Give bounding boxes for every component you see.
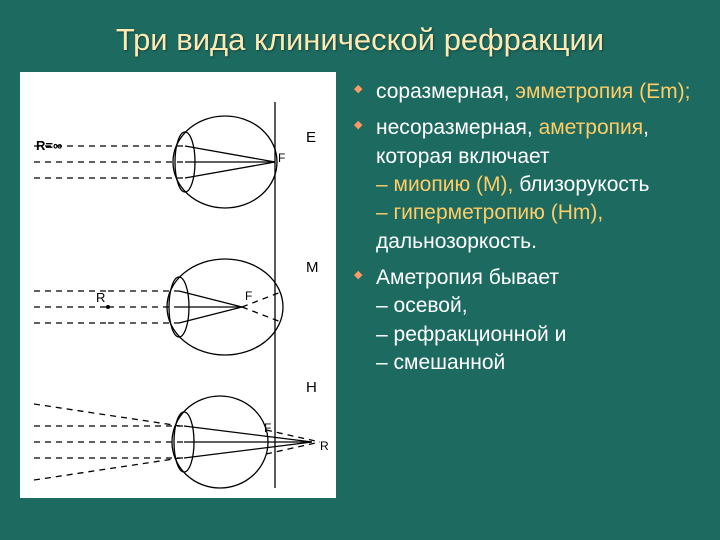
bullet-list-container: соразмерная, эмметропия (Em); несоразмерн…	[354, 72, 700, 520]
slide: Три вида клинической рефракции R=∞EFMRFH…	[0, 0, 720, 540]
content-row: R=∞EFMRFHFR соразмерная, эмметропия (Em)…	[20, 72, 700, 520]
accent-text: эмметропия (Em);	[515, 80, 690, 103]
body-text: – рефракционной и	[376, 323, 566, 346]
body-text: дальнозоркость.	[376, 230, 537, 253]
body-text: близорукость	[513, 173, 649, 196]
svg-text:E: E	[306, 129, 316, 146]
svg-text:F: F	[278, 151, 285, 165]
bullet-item: несоразмерная, аметропия, которая включа…	[354, 114, 700, 256]
refraction-diagram: R=∞EFMRFHFR	[20, 72, 336, 498]
svg-text:H: H	[306, 379, 317, 396]
bullet-subline: – рефракционной и	[376, 321, 700, 349]
svg-text:M: M	[306, 259, 319, 276]
body-text: соразмерная,	[376, 80, 515, 103]
svg-text:F: F	[264, 421, 271, 435]
svg-text:F: F	[245, 289, 252, 303]
bullet-item: Аметропия бывает – осевой, – рефракционной…	[354, 264, 700, 377]
body-text: Аметропия бывает	[376, 266, 559, 289]
bullet-list: соразмерная, эмметропия (Em); несоразмерн…	[354, 78, 700, 377]
accent-text: – гиперметропию (Hm),	[376, 201, 603, 224]
refraction-diagram-svg: R=∞EFMRFHFR	[20, 72, 336, 498]
bullet-subline: – осевой,	[376, 292, 700, 320]
body-text: – смешанной	[376, 351, 505, 374]
body-text: – осевой,	[376, 294, 468, 317]
accent-text: – миопию (М),	[376, 173, 513, 196]
svg-text:R: R	[96, 290, 105, 305]
bullet-subline: – смешанной	[376, 349, 700, 377]
bullet-subline: – миопию (М), близорукость	[376, 171, 700, 199]
svg-text:R: R	[320, 439, 329, 453]
accent-text: аметропия	[539, 116, 644, 139]
body-text: несоразмерная,	[376, 116, 539, 139]
bullet-subline: – гиперметропию (Hm), дальнозоркость.	[376, 199, 700, 256]
bullet-item: соразмерная, эмметропия (Em);	[354, 78, 700, 106]
slide-title: Три вида клинической рефракции	[20, 22, 700, 58]
